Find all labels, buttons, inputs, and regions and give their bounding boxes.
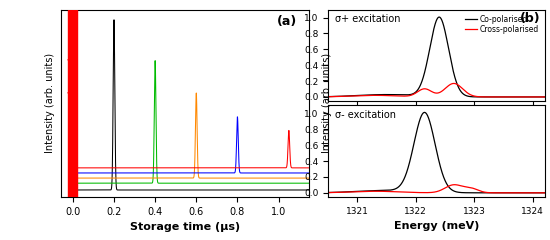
Text: Laser pulse: Laser pulse xyxy=(68,49,77,93)
Co-polarised xyxy=(362,190,369,192)
Co-polarised xyxy=(324,95,331,98)
Cross-polarised xyxy=(450,82,457,85)
Co-polarised xyxy=(362,94,369,96)
X-axis label: Energy (meV): Energy (meV) xyxy=(394,221,479,231)
Cross-polarised xyxy=(349,95,356,97)
Bar xyxy=(68,10,77,197)
Legend: Co-polarised, Cross-polarised: Co-polarised, Cross-polarised xyxy=(464,13,541,36)
Cross-polarised xyxy=(514,191,520,194)
Co-polarised xyxy=(514,96,520,98)
Text: Intensity (arb. units): Intensity (arb. units) xyxy=(322,53,332,153)
Line: Cross-polarised: Cross-polarised xyxy=(328,185,544,193)
Line: Co-polarised: Co-polarised xyxy=(328,17,544,97)
Text: (a): (a) xyxy=(277,15,297,28)
Co-polarised xyxy=(514,191,520,194)
Co-polarised xyxy=(408,155,414,158)
Cross-polarised xyxy=(362,94,369,97)
Co-polarised xyxy=(537,191,543,194)
Cross-polarised xyxy=(362,190,369,193)
Cross-polarised xyxy=(537,96,543,98)
Cross-polarised xyxy=(408,191,414,194)
Line: Co-polarised: Co-polarised xyxy=(328,112,544,193)
Cross-polarised xyxy=(417,191,424,194)
Text: σ+ excitation: σ+ excitation xyxy=(334,14,400,24)
Co-polarised xyxy=(417,84,424,87)
Co-polarised xyxy=(349,190,356,193)
Co-polarised xyxy=(436,16,443,18)
Co-polarised xyxy=(541,96,548,98)
Line: Cross-polarised: Cross-polarised xyxy=(328,84,544,97)
Co-polarised xyxy=(408,93,414,96)
Cross-polarised xyxy=(349,190,356,193)
Cross-polarised xyxy=(537,191,543,194)
Cross-polarised xyxy=(451,183,458,186)
Co-polarised xyxy=(324,191,331,194)
Y-axis label: Intensity (arb. units): Intensity (arb. units) xyxy=(45,53,55,153)
Text: (b): (b) xyxy=(520,12,540,25)
Co-polarised xyxy=(421,111,428,114)
Cross-polarised xyxy=(408,94,414,97)
Cross-polarised xyxy=(417,89,424,91)
Co-polarised xyxy=(541,191,548,194)
Cross-polarised xyxy=(324,191,331,194)
Co-polarised xyxy=(537,96,543,98)
Text: σ- excitation: σ- excitation xyxy=(334,110,395,120)
X-axis label: Storage time (μs): Storage time (μs) xyxy=(130,222,240,232)
Co-polarised xyxy=(349,94,356,97)
Cross-polarised xyxy=(541,191,548,194)
Co-polarised xyxy=(417,117,424,120)
Cross-polarised xyxy=(324,95,331,98)
Cross-polarised xyxy=(514,96,520,98)
Cross-polarised xyxy=(541,96,548,98)
